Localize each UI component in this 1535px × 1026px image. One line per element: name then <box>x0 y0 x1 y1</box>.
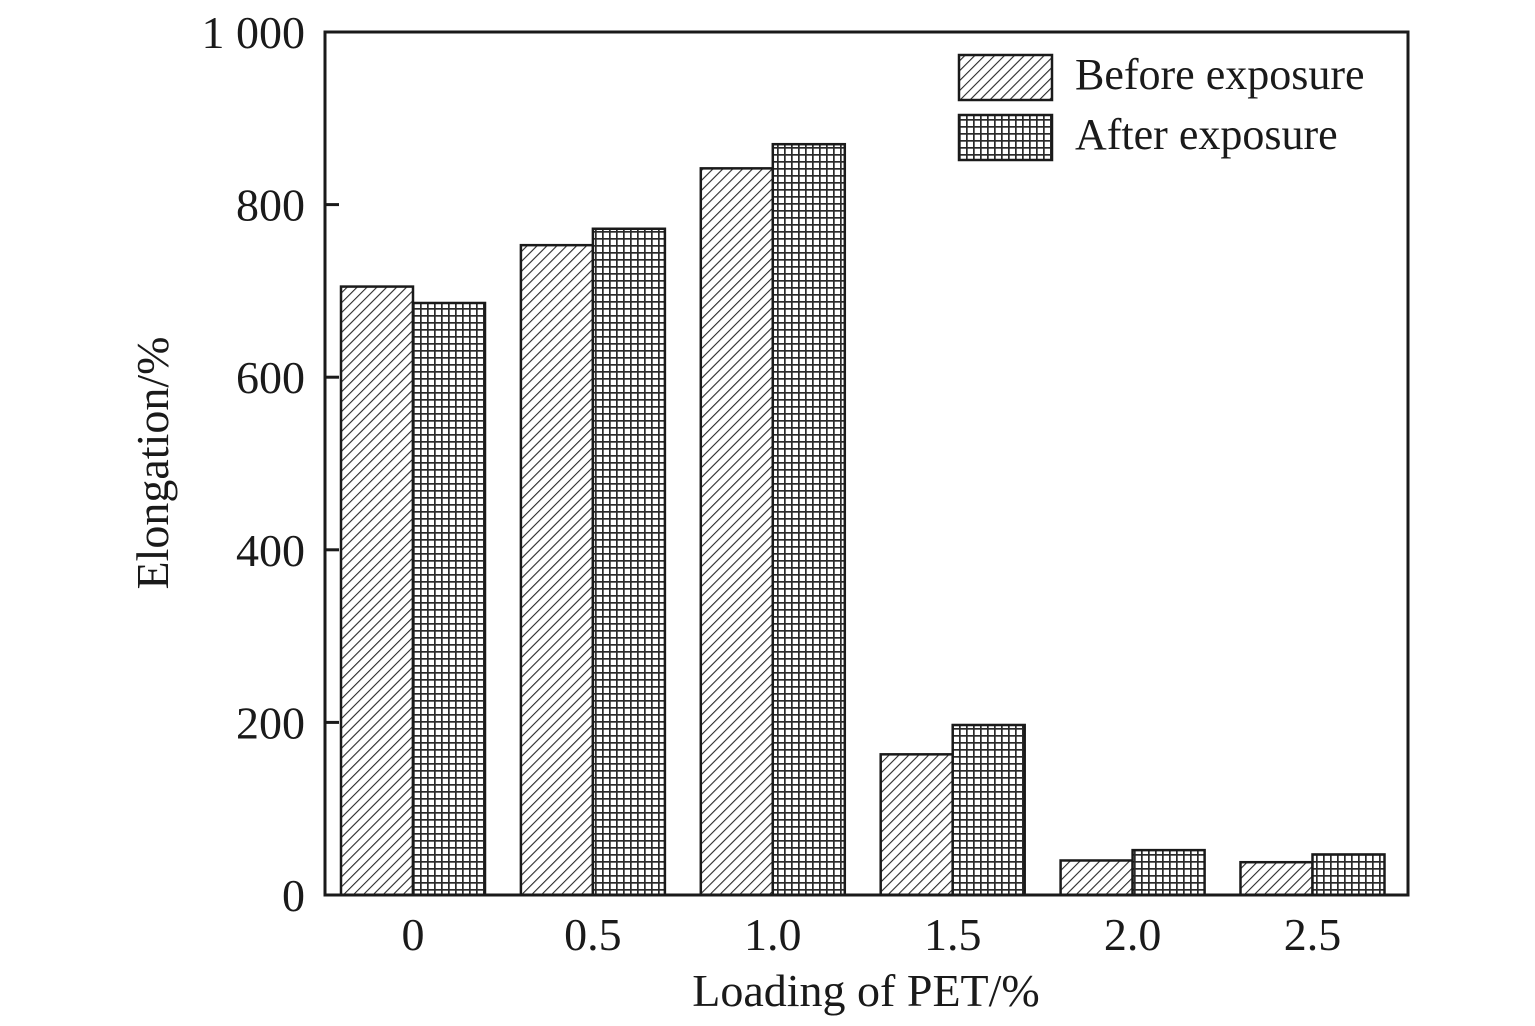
bar-before-1-0 <box>699 167 775 897</box>
bar-after-0-5 <box>591 227 667 897</box>
x-tick-label: 2.5 <box>1284 909 1342 960</box>
bar-after-2-0 <box>1131 848 1206 897</box>
y-axis: 0 200 400 600 800 1 000 <box>202 7 339 921</box>
bar-before-2-0 <box>1059 859 1134 897</box>
legend-swatch-before-exposure <box>957 53 1054 102</box>
bar-before-0-5 <box>519 243 595 897</box>
legend-swatch-after-exposure <box>957 113 1054 162</box>
y-axis-title: Elongation/% <box>127 337 178 590</box>
y-tick-label: 0 <box>282 870 305 921</box>
y-tick-label: 1 000 <box>202 7 306 58</box>
y-tick-label: 200 <box>236 697 305 748</box>
x-tick-label: 1.5 <box>924 909 982 960</box>
x-tick-label: 0 <box>402 909 425 960</box>
bar-after-0 <box>411 301 487 897</box>
bar-after-1-5 <box>951 723 1026 897</box>
x-tick-label: 0.5 <box>564 909 622 960</box>
legend-label-before-exposure: Before exposure <box>1075 50 1365 99</box>
y-tick-label: 800 <box>236 180 305 231</box>
plot-area-frame <box>323 30 1410 897</box>
x-tick-label: 2.0 <box>1104 909 1162 960</box>
bar-before-0 <box>339 285 415 897</box>
legend: Before exposure After exposure <box>957 50 1365 162</box>
legend-label-after-exposure: After exposure <box>1075 110 1338 159</box>
bar-before-2-5 <box>1239 860 1314 897</box>
bar-after-2-5 <box>1311 853 1386 897</box>
y-tick-label: 600 <box>236 352 305 403</box>
x-axis-title: Loading of PET/% <box>692 965 1040 1016</box>
x-tick-label: 1.0 <box>744 909 802 960</box>
legend-item-before: Before exposure <box>957 50 1365 102</box>
bar-after-1-0 <box>771 142 847 897</box>
bar-before-1-5 <box>879 753 954 897</box>
legend-item-after: After exposure <box>957 110 1338 162</box>
x-axis: 0 0.5 1.0 1.5 2.0 2.5 <box>402 909 1342 960</box>
bars-layer <box>339 142 1386 897</box>
y-tick-label: 400 <box>236 525 305 576</box>
